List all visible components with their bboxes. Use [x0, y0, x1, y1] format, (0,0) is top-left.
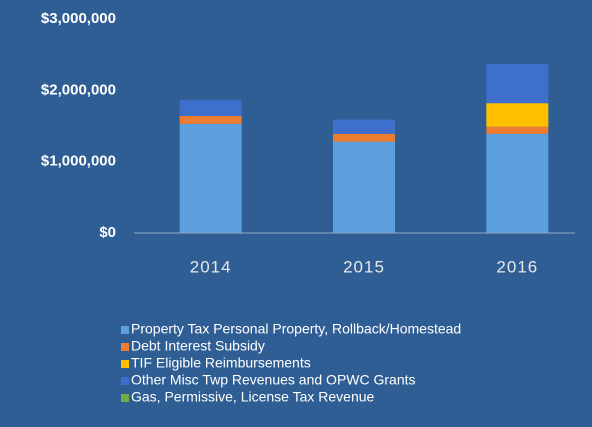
- bar-segment: [486, 126, 549, 134]
- x-tick-label: 2015: [343, 257, 385, 276]
- legend-label: Gas, Permissive, License Tax Revenue: [131, 389, 375, 405]
- legend-swatch: [121, 394, 129, 402]
- bar-segment: [179, 100, 242, 117]
- bar-segment: [333, 133, 395, 142]
- bar-segment: [486, 133, 549, 233]
- bar-segment: [486, 63, 549, 104]
- legend-label: Debt Interest Subsidy: [131, 338, 265, 354]
- x-tick-label: 2016: [496, 257, 538, 276]
- bar-segment: [179, 123, 242, 233]
- y-tick-label: $2,000,000: [41, 81, 116, 98]
- y-tick-label: $1,000,000: [41, 153, 116, 170]
- legend-swatch: [121, 326, 129, 334]
- bar-segment: [179, 116, 242, 124]
- bar-segment: [333, 141, 395, 233]
- legend-swatch: [121, 377, 129, 385]
- bar-segment: [333, 119, 395, 134]
- legend-swatch: [121, 343, 129, 351]
- legend-label: Property Tax Personal Property, Rollback…: [131, 321, 461, 337]
- bar-segment: [486, 103, 549, 127]
- legend-label: Other Misc Twp Revenues and OPWC Grants: [131, 372, 416, 388]
- x-tick-label: 2014: [190, 257, 232, 276]
- legend-label: TIF Eligible Reimbursements: [131, 355, 311, 371]
- y-tick-label: $3,000,000: [41, 10, 116, 27]
- legend-swatch: [121, 360, 129, 368]
- y-tick-label: $0: [99, 224, 116, 241]
